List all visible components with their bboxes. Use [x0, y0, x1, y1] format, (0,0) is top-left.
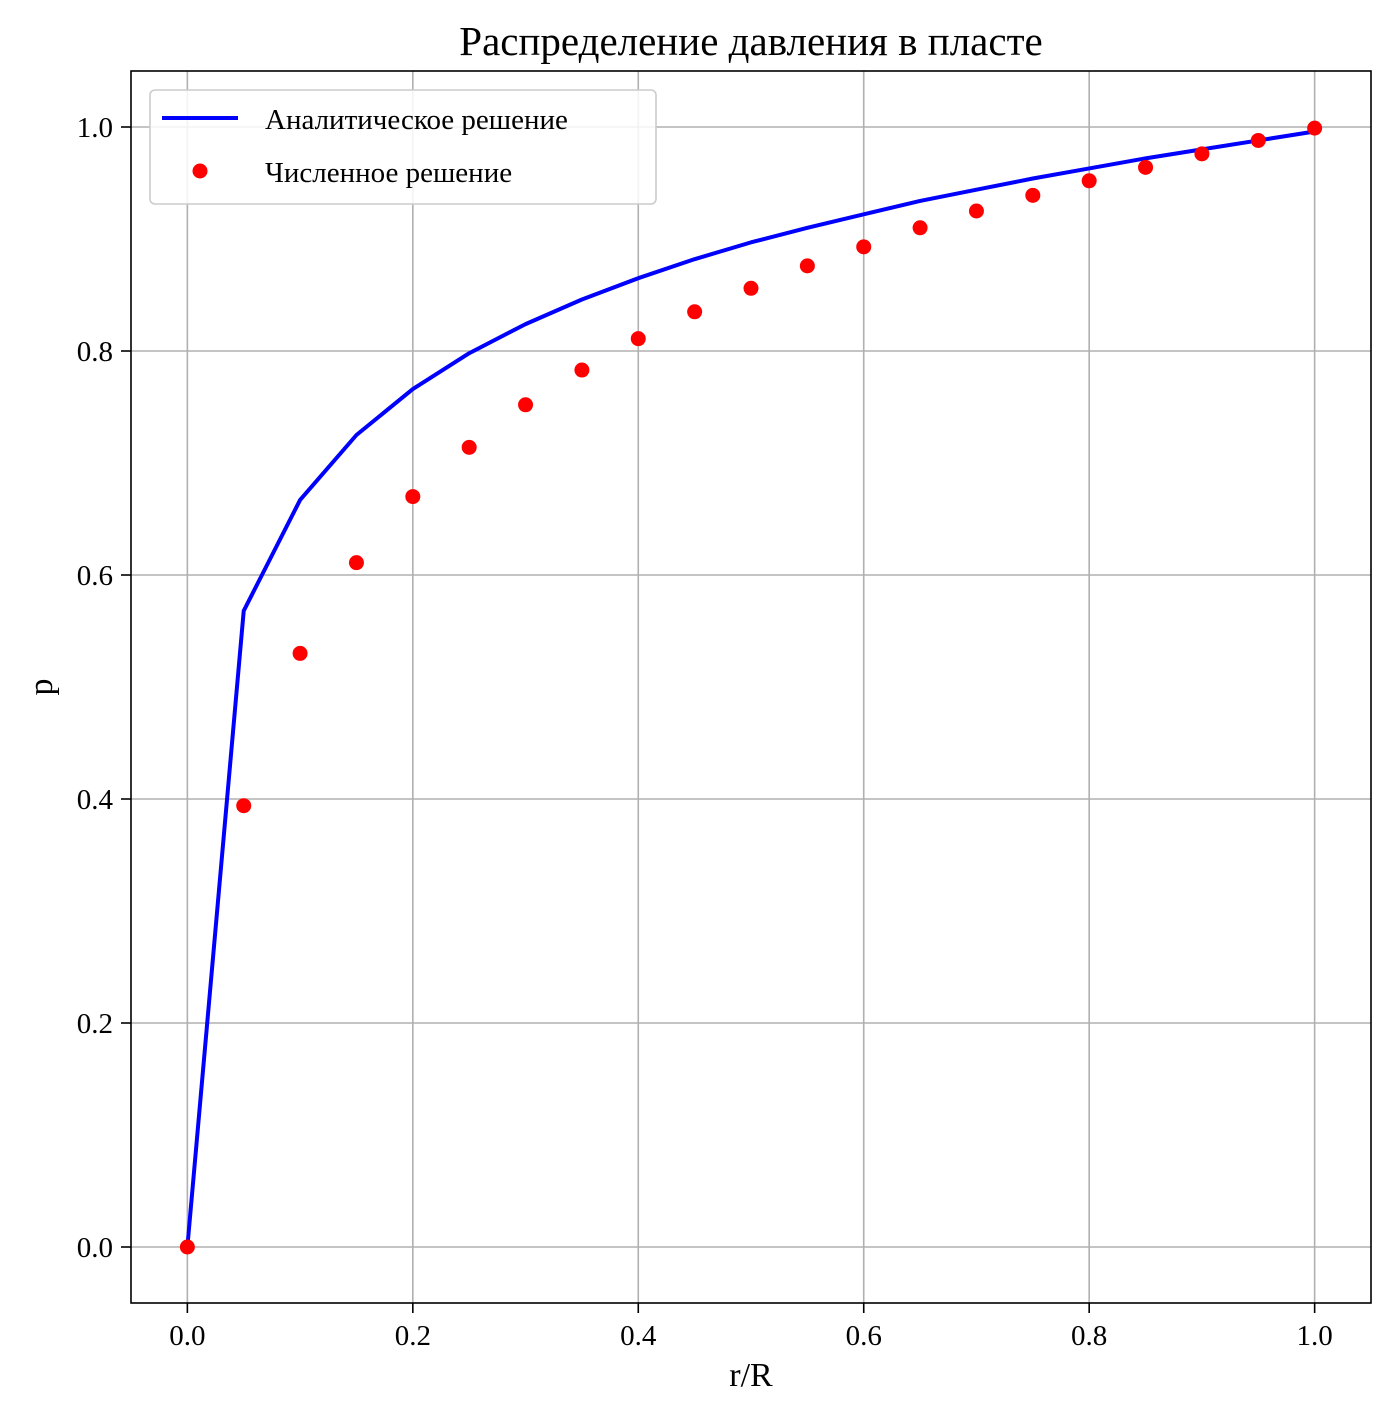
numeric-solution-point: [799, 258, 815, 274]
numeric-solution-point: [856, 239, 872, 255]
y-axis-ticks: 0.0 0.2 0.4 0.6 0.8 1.0: [77, 112, 131, 1264]
y-tick-label: 0.8: [77, 336, 113, 368]
numeric-solution-point: [687, 304, 703, 320]
numeric-solution-point: [348, 555, 364, 571]
numeric-solution-point: [1307, 120, 1323, 136]
legend-box: [149, 89, 657, 205]
x-tick-label: 1.0: [1297, 1320, 1333, 1352]
y-tick-label: 0.4: [77, 784, 114, 816]
plot-frame: [130, 70, 1372, 1304]
numeric-solution-point: [743, 280, 759, 296]
numeric-solution-point: [968, 203, 984, 219]
x-axis-label: r/R: [729, 1357, 773, 1394]
plot-series: [179, 120, 1323, 1255]
numeric-solution-point: [236, 798, 252, 814]
numeric-solution-point: [1081, 173, 1097, 189]
numeric-solution-point: [1138, 159, 1154, 175]
x-tick-label: 0.8: [1071, 1320, 1107, 1352]
numeric-solution-point: [912, 220, 928, 236]
x-tick-label: 0.0: [169, 1320, 205, 1352]
numeric-solution-point: [574, 362, 590, 378]
legend-label-analytic: Аналитическое решение: [265, 104, 568, 136]
numeric-solution-point: [405, 489, 421, 505]
y-tick-label: 0.2: [77, 1008, 113, 1040]
numeric-solution-point: [1250, 132, 1266, 148]
analytic-solution-line: [185, 129, 1315, 1248]
legend: Аналитическое решение Численное решение: [149, 89, 657, 205]
numeric-solution-point: [518, 397, 534, 413]
x-tick-label: 0.4: [620, 1320, 657, 1352]
y-tick-label: 0.6: [77, 560, 113, 592]
legend-label-numeric: Численное решение: [265, 157, 512, 189]
y-tick-label: 1.0: [77, 112, 113, 144]
numeric-solution-point: [461, 439, 477, 455]
numeric-solution-point: [179, 1239, 195, 1255]
numeric-solution-point: [292, 645, 308, 661]
numeric-solution-point: [630, 331, 646, 347]
legend-marker-swatch: [192, 163, 208, 179]
x-axis-ticks: 0.0 0.2 0.4 0.6 0.8 1.0: [169, 1303, 1333, 1352]
x-tick-label: 0.6: [846, 1320, 882, 1352]
y-axis-label: p: [23, 679, 60, 696]
x-tick-label: 0.2: [395, 1320, 431, 1352]
numeric-solution-point: [1194, 146, 1210, 162]
chart-title: Распределение давления в пласте: [459, 18, 1042, 64]
numeric-solution-point: [1025, 187, 1041, 203]
y-tick-label: 0.0: [77, 1232, 113, 1264]
